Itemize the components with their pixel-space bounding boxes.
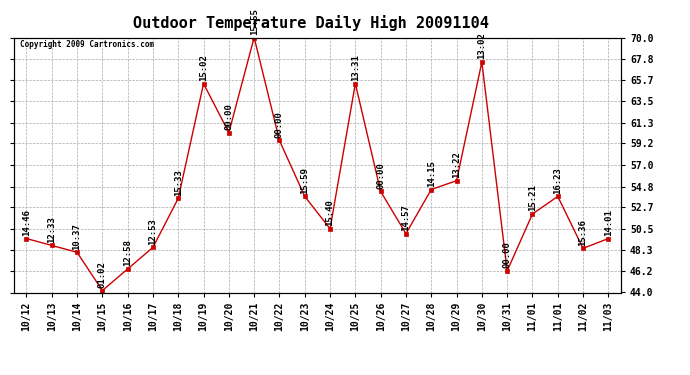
Text: 14:15: 14:15 [426,160,436,187]
Text: 15:02: 15:02 [199,54,208,81]
Text: 15:55: 15:55 [250,8,259,35]
Text: 10:37: 10:37 [72,223,81,249]
Text: 15:59: 15:59 [300,167,309,194]
Text: 16:23: 16:23 [553,167,562,194]
Text: 00:00: 00:00 [224,103,233,130]
Text: 13:22: 13:22 [452,151,461,178]
Text: 14:46: 14:46 [22,209,31,236]
Text: 00:00: 00:00 [376,162,385,189]
Text: 14:57: 14:57 [402,204,411,231]
Text: 00:00: 00:00 [502,241,512,268]
Text: 15:40: 15:40 [326,199,335,226]
Text: 01:02: 01:02 [98,261,107,288]
Text: 13:02: 13:02 [477,32,486,59]
Text: 00:00: 00:00 [275,111,284,138]
Text: 14:01: 14:01 [604,209,613,236]
Text: Outdoor Temperature Daily High 20091104: Outdoor Temperature Daily High 20091104 [132,15,489,31]
Text: 12:58: 12:58 [123,239,132,266]
Text: 12:33: 12:33 [47,216,57,243]
Text: 12:53: 12:53 [148,218,157,244]
Text: 15:21: 15:21 [528,184,537,211]
Text: 13:31: 13:31 [351,54,360,81]
Text: Copyright 2009 Cartronics.com: Copyright 2009 Cartronics.com [20,40,154,49]
Text: 15:36: 15:36 [578,219,588,246]
Text: 15:33: 15:33 [174,169,183,196]
